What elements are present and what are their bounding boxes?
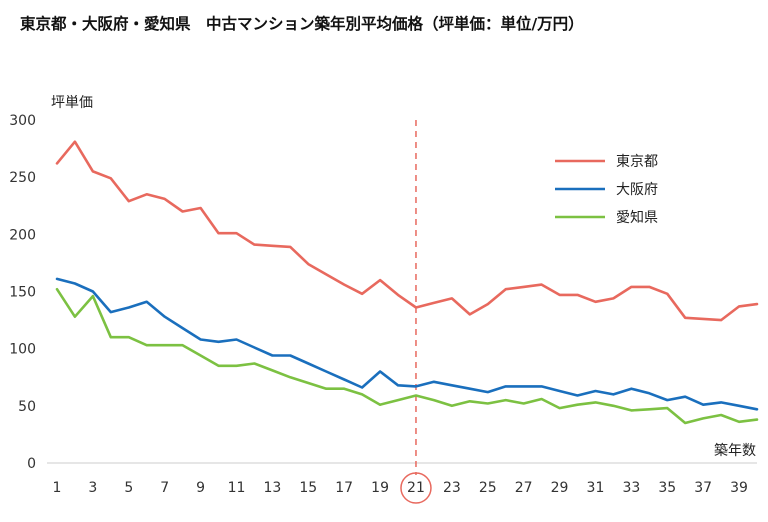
x-tick-label: 7 — [160, 480, 169, 496]
x-tick-label: 17 — [335, 480, 353, 496]
chart-title: 東京都・大阪府・愛知県 中古マンション築年別平均価格（坪単価：単位/万円） — [20, 14, 584, 33]
x-tick-label: 37 — [694, 480, 712, 496]
y-tick-label: 300 — [9, 113, 36, 129]
highlight-tick-circle — [400, 472, 432, 504]
x-tick-label: 13 — [263, 480, 281, 496]
x-tick-label: 25 — [479, 480, 497, 496]
y-axis-ticks: 0 50 100 150 200 250 300 — [9, 113, 36, 472]
y-tick-label: 150 — [9, 285, 36, 301]
x-tick-label: 21 — [407, 480, 425, 496]
x-tick-label: 3 — [88, 480, 97, 496]
x-tick-label: 33 — [622, 480, 640, 496]
x-tick-label: 9 — [196, 480, 205, 496]
legend-label: 愛知県 — [616, 209, 658, 226]
x-tick-label: 27 — [515, 480, 533, 496]
series-line — [55, 287, 759, 425]
x-tick-label: 15 — [299, 480, 317, 496]
x-tick-label: 5 — [124, 480, 133, 496]
legend-label: 大阪府 — [616, 182, 658, 198]
y-axis-label: 坪単価 — [51, 95, 93, 111]
x-tick-label: 29 — [551, 480, 569, 496]
series-line — [55, 140, 759, 322]
x-axis-ticks: 1 3 5 7 9 11 13 15 17 19 21 23 25 27 29 31 33 35 37 39 — [53, 480, 748, 496]
y-tick-label: 250 — [9, 170, 36, 186]
y-tick-label: 50 — [18, 399, 36, 415]
x-tick-label: 11 — [228, 480, 246, 496]
x-tick-label: 31 — [587, 480, 605, 496]
y-tick-label: 200 — [9, 227, 36, 243]
series-line — [55, 277, 759, 411]
x-tick-label: 23 — [443, 480, 461, 496]
x-tick-label: 35 — [658, 480, 676, 496]
x-tick-label: 1 — [53, 480, 62, 496]
y-tick-label: 0 — [27, 456, 36, 472]
legend-label: 東京都 — [616, 154, 658, 170]
x-axis-label: 築年数 — [714, 443, 756, 459]
x-tick-label: 19 — [371, 480, 389, 496]
series-layer — [55, 140, 759, 425]
y-tick-label: 100 — [9, 342, 36, 358]
x-tick-label: 39 — [730, 480, 748, 496]
